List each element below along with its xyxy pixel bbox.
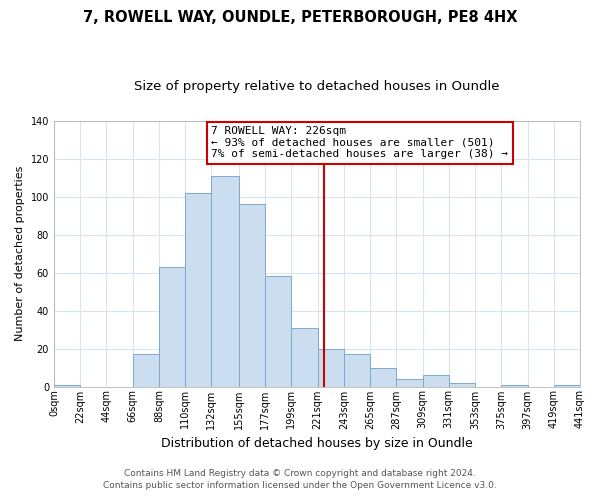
- Bar: [422, 375, 449, 386]
- Text: Contains HM Land Registry data © Crown copyright and database right 2024.
Contai: Contains HM Land Registry data © Crown c…: [103, 468, 497, 490]
- Bar: [265, 276, 292, 386]
- Bar: [449, 382, 475, 386]
- Bar: [554, 384, 580, 386]
- Bar: [370, 368, 396, 386]
- X-axis label: Distribution of detached houses by size in Oundle: Distribution of detached houses by size …: [161, 437, 473, 450]
- Bar: [396, 379, 422, 386]
- Bar: [501, 384, 527, 386]
- Bar: [133, 354, 159, 386]
- Bar: [211, 176, 239, 386]
- Bar: [54, 384, 80, 386]
- Bar: [317, 348, 344, 387]
- Bar: [344, 354, 370, 386]
- Text: 7, ROWELL WAY, OUNDLE, PETERBOROUGH, PE8 4HX: 7, ROWELL WAY, OUNDLE, PETERBOROUGH, PE8…: [83, 10, 517, 25]
- Bar: [239, 204, 265, 386]
- Text: 7 ROWELL WAY: 226sqm
← 93% of detached houses are smaller (501)
7% of semi-detac: 7 ROWELL WAY: 226sqm ← 93% of detached h…: [211, 126, 508, 160]
- Bar: [159, 267, 185, 386]
- Bar: [185, 192, 211, 386]
- Title: Size of property relative to detached houses in Oundle: Size of property relative to detached ho…: [134, 80, 500, 93]
- Bar: [292, 328, 317, 386]
- Y-axis label: Number of detached properties: Number of detached properties: [15, 166, 25, 341]
